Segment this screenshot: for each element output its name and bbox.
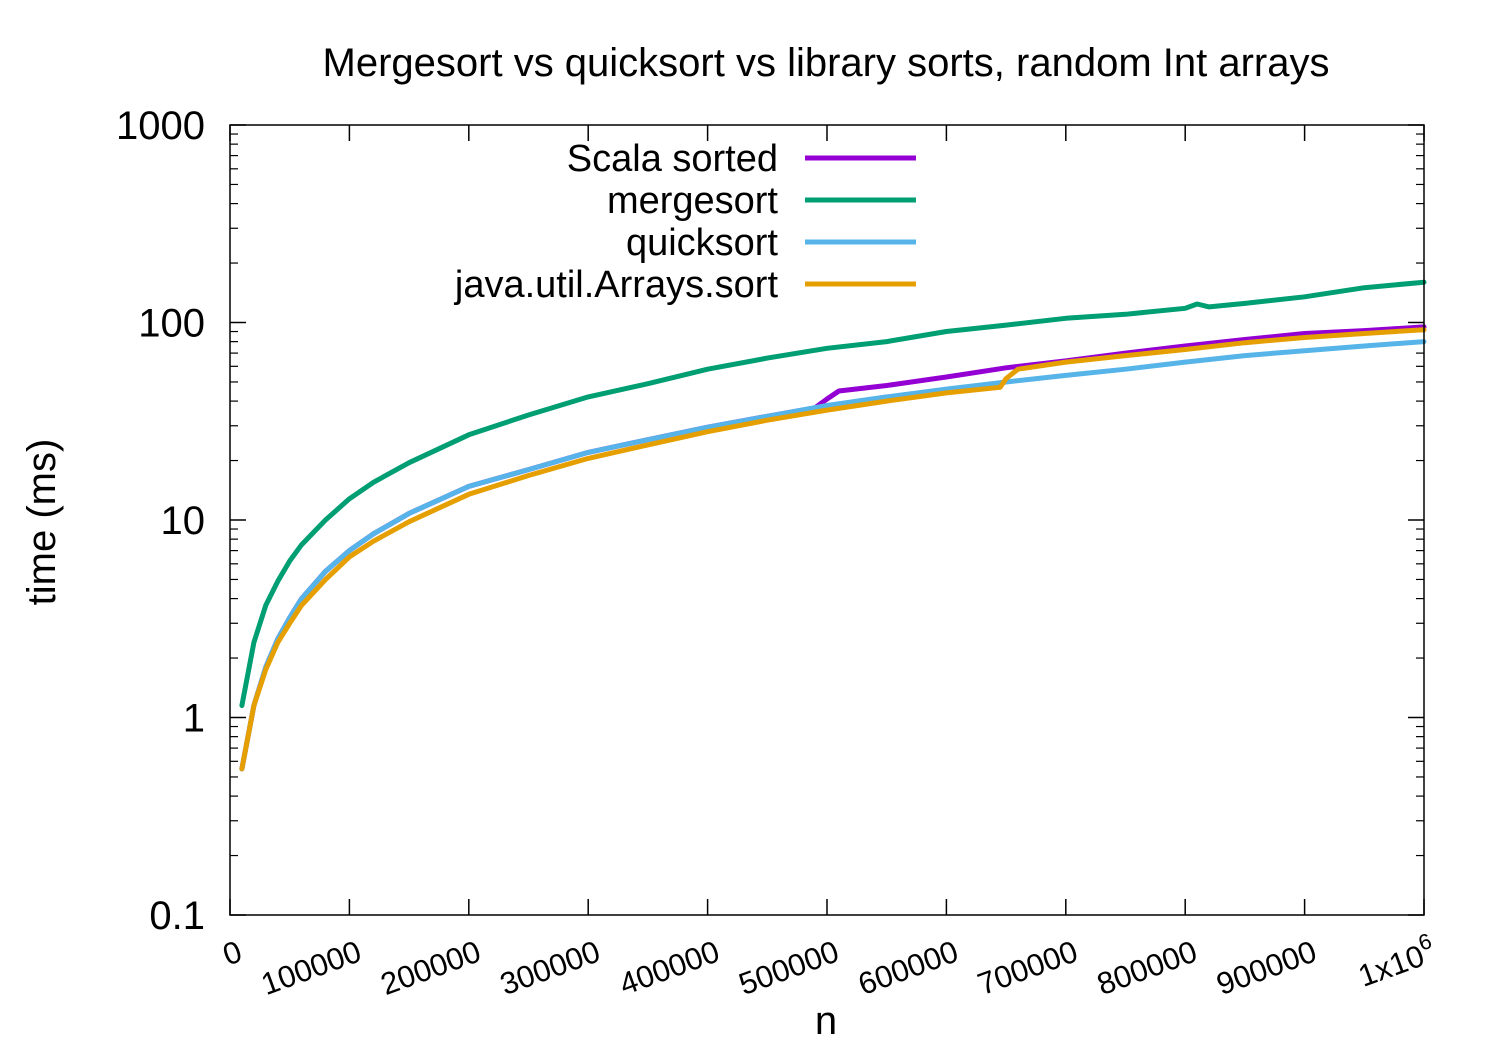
x-tick-label: 100000 (257, 934, 366, 1002)
x-tick-label-text: 100000 (257, 934, 366, 1002)
y-tick-label: 100 (138, 302, 205, 346)
x-tick-label: 600000 (854, 934, 963, 1002)
x-tick-label: 0 (218, 934, 246, 973)
x-tick-label-text: 0 (218, 934, 246, 973)
y-tick-label: 1000 (116, 104, 205, 148)
x-tick-label-text: 500000 (734, 934, 843, 1002)
x-tick-label-text: 400000 (615, 934, 724, 1002)
chart-title: Mergesort vs quicksort vs library sorts,… (323, 41, 1330, 85)
x-tick-label-text: 1x10 (1354, 938, 1429, 994)
x-tick-label: 500000 (734, 934, 843, 1002)
x-tick-label-text: 300000 (495, 934, 604, 1002)
legend-label: Scala sorted (567, 138, 778, 180)
x-tick-label: 800000 (1092, 934, 1201, 1002)
legend-label: java.util.Arrays.sort (454, 264, 779, 306)
series-line-3 (239, 327, 1427, 772)
ticks-layer: 0.1 1 10 100 1000 0 100000 200000 300000 400000 50… (116, 104, 1441, 1002)
series-line-1 (239, 279, 1427, 708)
x-tick-label: 700000 (973, 934, 1082, 1002)
y-tick-label: 10 (161, 499, 206, 543)
legend-label: quicksort (626, 222, 778, 264)
legend-label: mergesort (607, 180, 778, 222)
x-tick-label-text: 700000 (973, 934, 1082, 1002)
series-layer (239, 279, 1427, 772)
x-tick-label: 400000 (615, 934, 724, 1002)
series-line-0 (239, 324, 1427, 772)
y-axis-label: time (ms) (20, 439, 64, 606)
x-tick-label: 1x106 (1352, 928, 1441, 994)
series-line-2 (239, 339, 1427, 772)
x-tick-label-text: 200000 (376, 934, 485, 1002)
x-tick-label: 300000 (495, 934, 604, 1002)
x-tick-label-text: 600000 (854, 934, 963, 1002)
y-tick-label: 1 (183, 697, 205, 741)
y-tick-label: 0.1 (149, 894, 205, 938)
x-tick-label: 200000 (376, 934, 485, 1002)
x-axis-label: n (815, 999, 837, 1043)
plot-frame (229, 124, 1425, 916)
legend: Scala sortedmergesortquicksortjava.util.… (454, 138, 916, 306)
x-tick-label-text: 800000 (1092, 934, 1201, 1002)
x-tick-label: 900000 (1212, 934, 1321, 1002)
x-tick-label-text: 900000 (1212, 934, 1321, 1002)
